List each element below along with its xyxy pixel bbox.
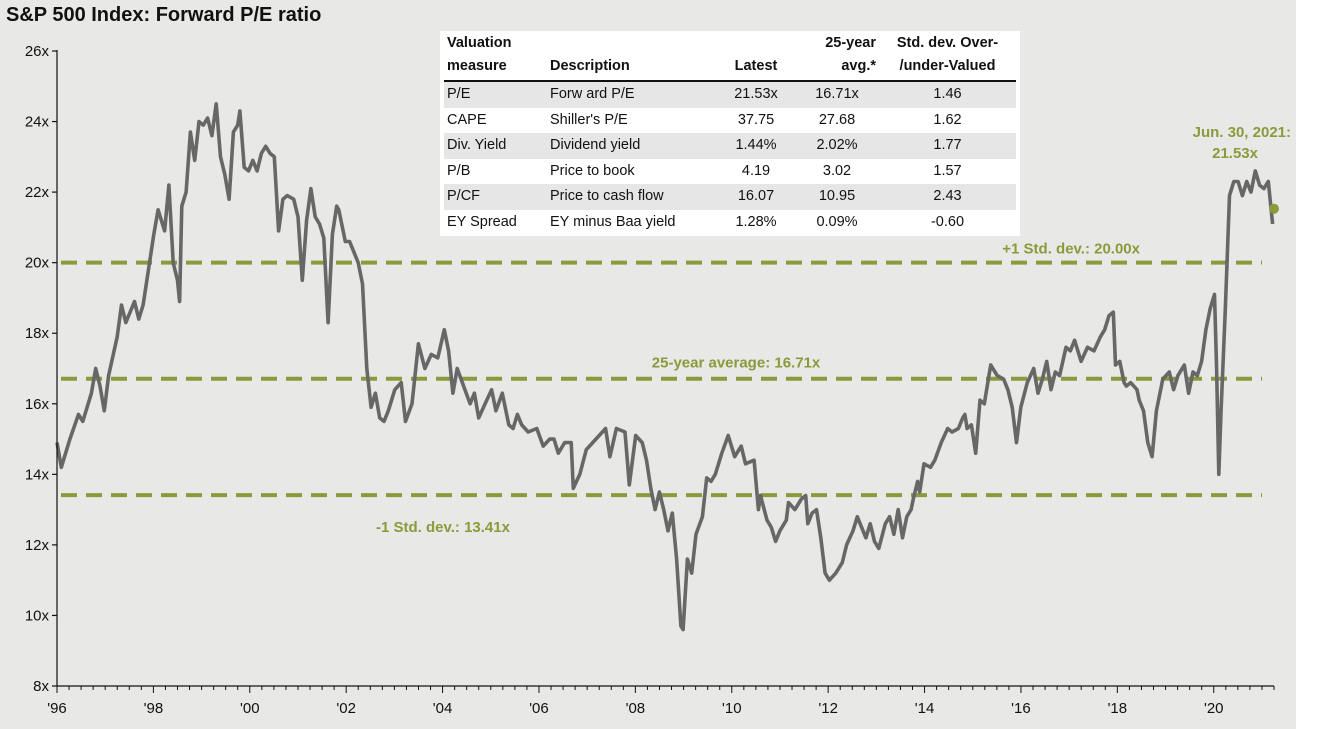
- chart-title: S&P 500 Index: Forward P/E ratio: [6, 4, 322, 26]
- table-row: P/E Forw ard P/E 21.53x 16.71x 1.46: [444, 81, 1016, 108]
- y-tick-label: 12x: [25, 537, 50, 554]
- cell-description: Forw ard P/E: [547, 81, 717, 108]
- y-tick-label: 20x: [25, 255, 50, 272]
- cell-measure: P/CF: [444, 184, 547, 210]
- y-tick-label: 24x: [25, 114, 50, 131]
- latest-point-marker: [1269, 203, 1279, 214]
- table-header-row: Valuation measure Description Latest 25-y…: [444, 31, 1016, 82]
- cell-avg: 10.95: [795, 184, 879, 210]
- x-tick-label: '08: [626, 700, 646, 717]
- cell-stddev: 1.62: [933, 111, 962, 128]
- x-tick-label: '00: [240, 700, 260, 717]
- y-tick-label: 18x: [25, 325, 50, 342]
- x-tick-label: '02: [336, 700, 356, 717]
- cell-latest: 37.75: [737, 111, 775, 128]
- table-row: P/CF Price to cash flow 16.07 10.95 2.43: [444, 184, 1016, 210]
- cell-latest: 4.19: [741, 162, 771, 179]
- x-tick-label: '16: [1011, 700, 1031, 717]
- x-tick-label: '96: [47, 700, 67, 717]
- y-tick-label: 16x: [25, 396, 50, 413]
- cell-stddev: -0.60: [930, 213, 965, 230]
- y-tick-label: 22x: [25, 184, 50, 201]
- y-tick-label: 8x: [33, 678, 49, 695]
- series-line-forward-pe: [55, 102, 1275, 632]
- cell-description: Shiller's P/E: [550, 111, 628, 128]
- cell-description: EY minus Baa yield: [550, 213, 676, 230]
- cell-latest: 16.07: [717, 184, 795, 210]
- x-tick-label: '12: [818, 700, 838, 717]
- cell-stddev: 1.77: [879, 133, 1016, 159]
- cell-avg: 2.02%: [795, 133, 879, 159]
- col-header-measure: Valuation measure: [444, 31, 547, 82]
- reference-line-label: -1 Std. dev.: 13.41x: [376, 519, 511, 536]
- latest-point-label-value: 21.53x: [1212, 145, 1259, 162]
- y-tick-label: 10x: [25, 607, 50, 624]
- table-row: CAPE Shiller's P/E 37.75 27.68 1.62: [444, 108, 1016, 134]
- col-header-description: Description: [547, 31, 717, 82]
- x-tick-label: '10: [722, 700, 742, 717]
- cell-latest: 1.44%: [717, 133, 795, 159]
- col-header-avg: 25-year avg.*: [795, 31, 879, 82]
- cell-avg: 16.71x: [795, 81, 879, 108]
- table-row: EY Spread EY minus Baa yield 1.28% 0.09% -0.…: [444, 210, 1016, 236]
- x-tick-label: '98: [144, 700, 164, 717]
- cell-avg: 0.09%: [816, 213, 858, 230]
- cell-measure: P/E: [444, 81, 547, 108]
- cell-stddev: 1.46: [879, 81, 1016, 108]
- reference-line-label: +1 Std. dev.: 20.00x: [1002, 241, 1140, 258]
- x-tick-label: '20: [1204, 700, 1224, 717]
- valuation-table: Valuation measure Description Latest 25-y…: [440, 31, 1020, 236]
- x-tick-label: '04: [433, 700, 453, 717]
- reference-line-label: 25-year average: 16.71x: [652, 355, 821, 372]
- y-tick-label: 26x: [25, 43, 50, 60]
- y-tick-label: 14x: [25, 466, 50, 483]
- cell-stddev: 1.57: [933, 162, 962, 179]
- x-tick-label: '18: [1108, 700, 1128, 717]
- col-header-stddev: Std. dev. Over-/under-Valued: [879, 31, 1016, 82]
- cell-measure: CAPE: [447, 111, 487, 128]
- cell-avg: 27.68: [818, 111, 856, 128]
- cell-description: Price to book: [550, 162, 635, 179]
- cell-measure: EY Spread: [447, 213, 517, 230]
- cell-description: Dividend yield: [547, 133, 717, 159]
- cell-latest: 21.53x: [717, 81, 795, 108]
- x-tick-label: '06: [529, 700, 549, 717]
- cell-measure: Div. Yield: [444, 133, 547, 159]
- cell-stddev: 2.43: [879, 184, 1016, 210]
- x-tick-label: '14: [915, 700, 935, 717]
- table-row: Div. Yield Dividend yield 1.44% 2.02% 1.77: [444, 133, 1016, 159]
- cell-measure: P/B: [447, 162, 471, 179]
- cell-description: Price to cash flow: [547, 184, 717, 210]
- cell-latest: 1.28%: [735, 213, 777, 230]
- col-header-latest: Latest: [717, 31, 795, 82]
- table-row: P/B Price to book 4.19 3.02 1.57: [444, 159, 1016, 185]
- latest-point-label-date: Jun. 30, 2021:: [1193, 124, 1291, 141]
- cell-avg: 3.02: [822, 162, 852, 179]
